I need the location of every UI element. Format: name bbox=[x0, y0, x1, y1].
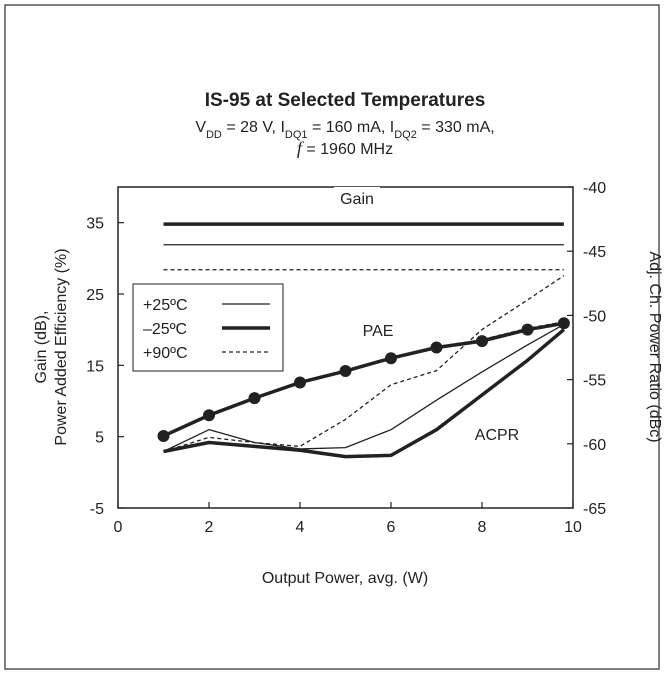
y2-tick-label: -45 bbox=[583, 244, 606, 261]
pae-line bbox=[163, 321, 565, 438]
chart-subtitle: VDD = 28 V, IDQ1 = 160 mA, IDQ2 = 330 mA… bbox=[195, 119, 494, 141]
pae-marker bbox=[339, 365, 352, 378]
acpr-line bbox=[163, 323, 565, 453]
subtitle-part: DQ1 bbox=[285, 129, 308, 141]
subtitle-part: V bbox=[195, 119, 206, 136]
pae-marker bbox=[294, 376, 306, 389]
x-axis-label: Output Power, avg. (W) bbox=[262, 570, 428, 587]
acpr-line bbox=[163, 275, 565, 453]
subtitle-part: DQ2 bbox=[394, 129, 417, 141]
y2-tick-label: -65 bbox=[583, 501, 606, 518]
pae-marker bbox=[476, 335, 488, 348]
frame bbox=[4, 4, 660, 670]
x-tick-label: 0 bbox=[114, 519, 123, 536]
annotation: ACPR bbox=[475, 427, 519, 444]
y-tick-label: 5 bbox=[95, 430, 104, 447]
y-tick-label: -5 bbox=[90, 501, 104, 518]
y2-tick-label: -50 bbox=[583, 308, 606, 325]
pae-marker bbox=[248, 392, 261, 405]
x-tick-label: 10 bbox=[564, 519, 582, 536]
annotation: Gain bbox=[340, 191, 374, 208]
annotation-bg bbox=[334, 187, 380, 209]
y-axis-label: Gain (dB), Power Added Efficiency (%) bbox=[33, 248, 70, 445]
pae-marker bbox=[557, 317, 570, 330]
y-axis-label-line: Power Added Efficiency (%) bbox=[53, 248, 70, 445]
acpr-line bbox=[163, 328, 566, 459]
y-tick-label: 15 bbox=[86, 358, 104, 375]
subtitle-part: = 28 V, I bbox=[222, 119, 285, 136]
x-tick-label: 8 bbox=[478, 519, 487, 536]
subtitle-part: DD bbox=[206, 129, 222, 141]
annotation-bg bbox=[465, 423, 529, 445]
y2-tick-label: -40 bbox=[583, 180, 606, 197]
pae-marker bbox=[521, 323, 534, 336]
pae-marker bbox=[385, 352, 397, 365]
legend-label: +25ºC bbox=[143, 297, 188, 314]
subtitle-part: f bbox=[297, 138, 305, 158]
y-tick-label: 25 bbox=[86, 287, 104, 304]
y2-tick-label: -55 bbox=[583, 373, 606, 390]
pae-marker bbox=[430, 341, 443, 354]
legend-label: +90ºC bbox=[143, 345, 188, 362]
x-tick-label: 2 bbox=[205, 519, 214, 536]
y2-axis-label: Adj. Ch. Power Ratio (dBc) bbox=[646, 251, 663, 442]
y2-tick-label: -60 bbox=[583, 437, 606, 454]
legend-label: –25ºC bbox=[143, 321, 187, 338]
pae-marker bbox=[203, 409, 215, 422]
annotation: PAE bbox=[363, 323, 394, 340]
subtitle-part: = 1960 MHz bbox=[302, 141, 393, 158]
subtitle-part: = 330 mA, bbox=[417, 119, 495, 136]
subtitle-part: = 160 mA, I bbox=[308, 119, 395, 136]
y-axis-label-line: Gain (dB), bbox=[33, 311, 50, 384]
x-tick-label: 4 bbox=[296, 519, 305, 536]
chart-subtitle: f = 1960 MHz bbox=[297, 138, 393, 158]
y-tick-label: 35 bbox=[86, 216, 104, 233]
x-tick-label: 6 bbox=[387, 519, 396, 536]
chart-title: IS-95 at Selected Temperatures bbox=[205, 90, 486, 111]
